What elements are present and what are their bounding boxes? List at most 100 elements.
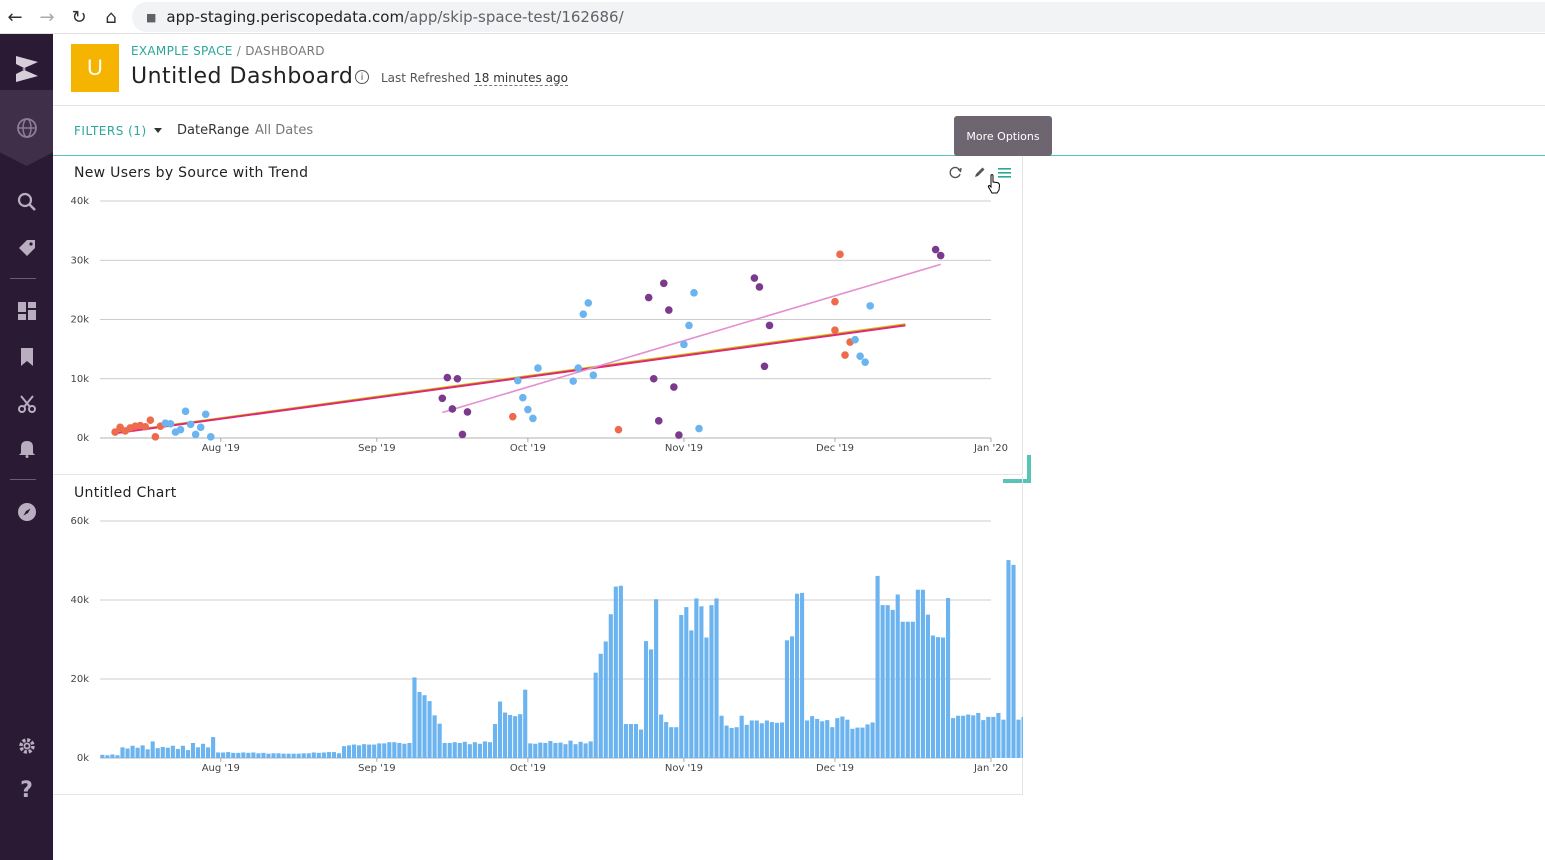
bar — [397, 742, 402, 758]
breadcrumb-space-link[interactable]: EXAMPLE SPACE — [131, 44, 233, 58]
scatter-point — [760, 362, 769, 371]
bar — [523, 689, 528, 758]
bar — [326, 752, 331, 758]
bar — [110, 754, 115, 758]
bar — [331, 752, 336, 758]
bar — [226, 752, 231, 758]
refresh-icon[interactable] — [947, 164, 963, 180]
bar — [447, 742, 452, 758]
bar — [382, 743, 387, 758]
search-icon[interactable] — [0, 188, 53, 216]
bar — [311, 752, 316, 758]
bar — [256, 753, 261, 758]
tag-icon[interactable] — [0, 234, 53, 262]
bar — [195, 747, 201, 758]
bar — [528, 743, 533, 758]
scatter-point — [191, 430, 200, 439]
filters-toggle[interactable]: FILTERS (1) — [74, 124, 147, 138]
bar — [719, 715, 724, 758]
back-icon[interactable]: ← — [7, 6, 23, 28]
bar — [170, 745, 175, 758]
filter-name[interactable]: DateRange — [177, 123, 250, 138]
bar — [769, 722, 774, 758]
bar — [281, 753, 286, 758]
bar — [800, 592, 805, 758]
logo-icon[interactable] — [0, 50, 53, 88]
panel-resize-handle[interactable] — [1003, 455, 1031, 483]
bar — [492, 724, 498, 758]
scatter-point — [831, 297, 839, 306]
chevron-down-icon[interactable] — [154, 128, 162, 133]
scatter-point — [453, 374, 462, 383]
chart-panel-scatter[interactable]: New Users by Source with Trend 0k 10k 20k 3… — [53, 156, 1023, 475]
info-icon[interactable]: i — [355, 70, 369, 84]
bar — [915, 589, 920, 758]
bar — [784, 640, 790, 758]
y-tick-label: 20k — [70, 674, 89, 685]
bar — [900, 621, 905, 758]
bar — [301, 753, 306, 758]
bar — [155, 748, 160, 758]
bar — [764, 720, 769, 758]
bar — [442, 742, 447, 758]
bar — [966, 714, 971, 758]
bar — [825, 720, 830, 758]
globe-icon[interactable] — [0, 114, 53, 142]
more-options-tooltip: More Options — [954, 116, 1052, 156]
scatter-chart: 0k 10k 20k 30k 40k Aug '19 Sep '19 Oct '19 Nov '… — [70, 196, 1008, 454]
bar — [734, 727, 739, 758]
bar — [840, 716, 845, 758]
scatter-point — [675, 431, 683, 439]
bar — [664, 722, 669, 758]
last-refreshed-label: Last Refreshed — [381, 71, 471, 85]
scatter-point — [750, 274, 759, 282]
dashboard-icon[interactable] — [0, 297, 53, 325]
help-icon[interactable]: ? — [20, 777, 33, 803]
chart-title: New Users by Source with Trend — [74, 165, 309, 181]
chart-panel-bar[interactable]: Untitled Chart 0k 20k 40k 60k Aug '19 Sep '19… — [53, 476, 1023, 795]
bar — [291, 753, 296, 758]
bar — [513, 716, 518, 758]
bar — [956, 715, 961, 758]
bar — [880, 605, 885, 758]
bell-icon[interactable] — [0, 434, 53, 462]
app-sidebar: ? — [0, 34, 53, 860]
scatter-point — [866, 302, 874, 310]
space-badge[interactable]: U — [71, 44, 119, 92]
edit-icon[interactable] — [971, 164, 987, 180]
reload-icon[interactable]: ↻ — [71, 6, 87, 28]
bar — [779, 722, 785, 758]
bar — [945, 598, 951, 758]
gear-icon[interactable] — [0, 732, 53, 760]
bar — [805, 720, 810, 758]
bar — [407, 742, 412, 758]
page-title[interactable]: Untitled Dashboard — [131, 64, 354, 89]
filter-value[interactable]: All Dates — [255, 123, 314, 138]
last-refreshed-value[interactable]: 18 minutes ago — [474, 71, 568, 86]
bar — [593, 672, 598, 758]
bar — [120, 747, 125, 758]
bar — [930, 635, 936, 758]
bar — [860, 727, 865, 758]
bar — [558, 742, 563, 758]
bar — [659, 714, 664, 758]
x-tick-label: Oct '19 — [510, 763, 546, 774]
scatter-point — [685, 321, 693, 330]
home-icon[interactable]: ⌂ — [105, 6, 117, 28]
forward-icon[interactable]: → — [39, 6, 55, 28]
scatter-point — [856, 352, 864, 361]
url-bar[interactable]: ■ app-staging.periscopedata.com/app/skip… — [132, 2, 1545, 32]
bar — [246, 752, 251, 758]
bar — [996, 712, 1001, 758]
trend-line — [442, 263, 941, 414]
bar-chart: 0k 20k 40k 60k Aug '19 Sep '19 Oct '19 Nov '19 D… — [70, 516, 1023, 774]
bar — [830, 727, 835, 758]
bar — [669, 727, 674, 758]
bookmark-icon[interactable] — [0, 343, 53, 371]
menu-icon[interactable] — [996, 164, 1012, 180]
bar — [518, 714, 523, 758]
bar — [346, 745, 352, 758]
bar — [1001, 719, 1006, 758]
compass-icon[interactable] — [0, 498, 53, 526]
scissors-icon[interactable] — [0, 390, 53, 418]
